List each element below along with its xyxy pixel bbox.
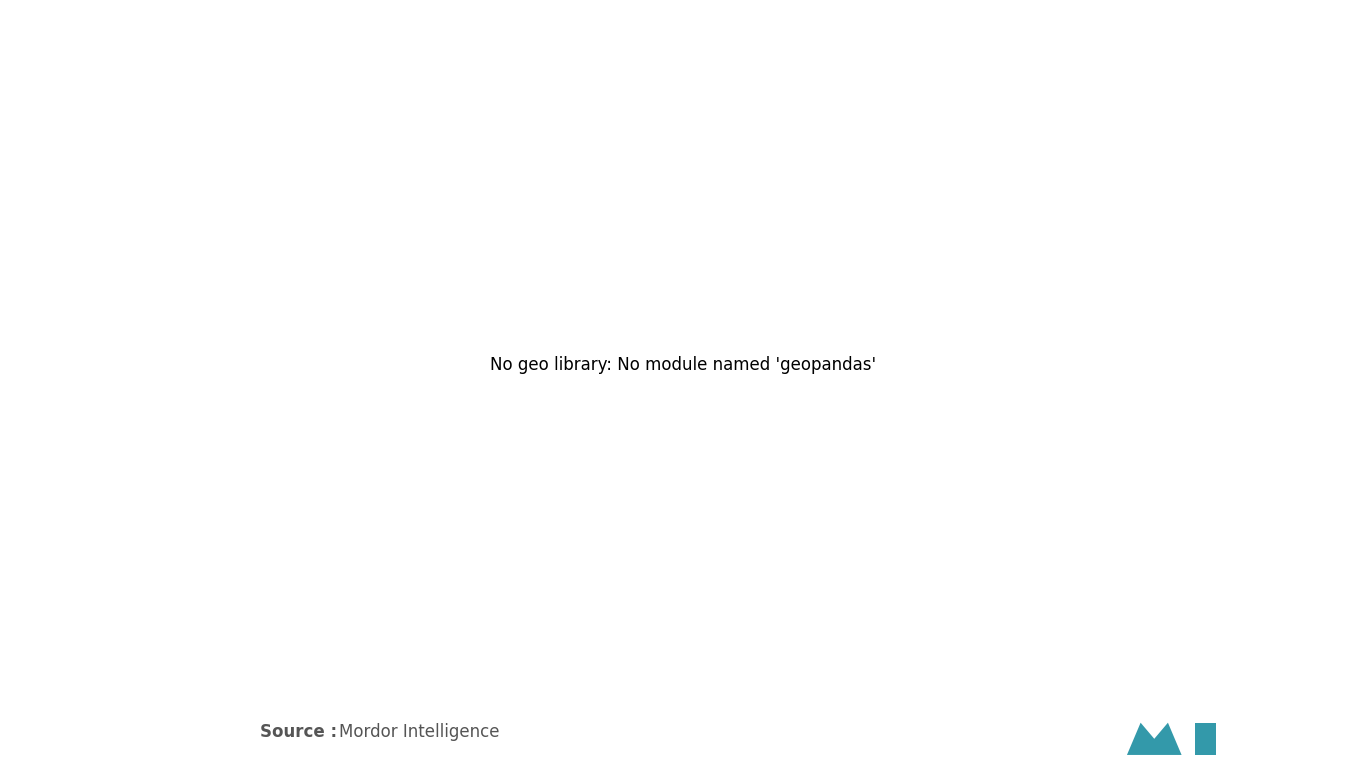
Polygon shape (1195, 723, 1216, 755)
Polygon shape (1127, 723, 1182, 755)
Text: No geo library: No module named 'geopandas': No geo library: No module named 'geopand… (490, 356, 876, 374)
Text: Mordor Intelligence: Mordor Intelligence (339, 723, 499, 741)
Text: Source :: Source : (260, 723, 336, 741)
